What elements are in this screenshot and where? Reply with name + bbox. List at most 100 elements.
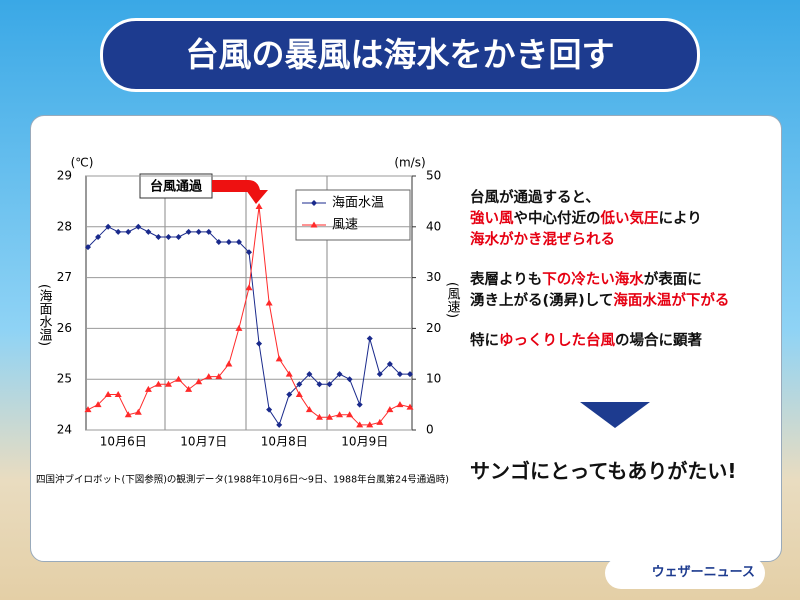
marker [310,221,318,228]
text-segment: 湧き上がる(湧昇)して [470,293,614,309]
text-segment: 表層よりも [470,272,543,288]
marker [305,406,313,413]
marker [225,239,232,246]
source-note: 四国沖ブイロボット(下図参照)の観測データ(1988年10月6日〜9日、1988… [36,474,449,486]
y-axis-title: (海面水温) [37,284,53,346]
marker [326,413,333,420]
y2-unit: (m/s) [394,156,425,170]
marker [255,202,263,209]
x-tick-label: 10月9日 [341,435,388,449]
y-unit: (℃) [71,156,94,170]
paragraph: 特にゆっくりした台風の場合に顕著 [470,331,729,352]
y2-axis-title: (風速) [445,282,461,318]
marker [396,401,404,408]
line: 台風が通過すると、 [470,188,729,209]
text-segment: や中心付近の [513,211,601,227]
x-tick-label: 10月8日 [261,435,308,449]
marker [326,381,333,388]
marker [104,390,112,397]
text-segment: 低い気圧 [600,211,659,227]
line: 強い風や中心付近の低い気圧により [470,209,729,230]
x-tick-label: 10月6日 [100,435,147,449]
marker [311,200,317,206]
text-segment: 特に [470,333,499,349]
legend-label: 風速 [332,218,358,233]
text-segment: 強い風 [470,211,514,227]
marker [145,228,152,235]
legend-label: 海面水温 [332,196,384,211]
line: 海水がかき混ぜられる [470,230,729,251]
conclusion: サンゴにとってもありがたい! [470,459,737,483]
text-segment: 台風が通過すると、 [470,190,600,206]
marker [275,355,283,362]
legend-box [295,189,411,241]
marker [235,324,243,331]
marker [396,371,403,378]
marker [144,385,152,392]
text-segment: 海面水温が下がる [613,293,730,309]
marker [225,360,233,367]
marker [366,421,374,428]
line: 湧き上がる(湧昇)して海面水温が下がる [470,291,729,312]
marker [266,406,273,413]
marker [175,375,183,382]
marker [84,406,92,413]
y-tick-label: 26 [57,321,72,335]
text-segment: の場合に顕著 [615,333,702,349]
marker [114,390,122,397]
marker [295,390,303,397]
marker [245,284,253,291]
annotation-arrow [212,180,268,204]
marker [246,249,252,256]
paragraph: 表層よりも下の冷たい海水が表面に 湧き上がる(湧昇)して海面水温が下がる [470,270,729,312]
marker [306,371,313,378]
marker [346,411,354,418]
marker [336,371,343,378]
marker [195,228,202,235]
marker [205,228,212,235]
x-tick-label: 10月7日 [180,435,227,449]
line: 表層よりも下の冷たい海水が表面に [470,270,729,291]
marker [356,401,363,408]
marker [315,413,323,420]
text-segment: 海水がかき混ぜられる [470,232,615,248]
marker [135,223,142,230]
marker [265,299,273,306]
marker [215,373,223,380]
y-tick-label: 28 [57,219,72,233]
marker [115,228,122,235]
text-segment: により [658,211,702,227]
marker [95,233,102,240]
y2-tick-label: 50 [426,169,441,183]
marker [175,233,182,240]
down-arrow [580,402,650,428]
marker [215,239,222,246]
marker [185,228,192,235]
text-segment: ゆっくりした台風 [499,333,615,349]
marker [155,233,162,240]
paragraph: 台風が通過すると、 強い風や中心付近の低い気圧により 海水がかき混ぜられる [470,188,729,251]
marker [205,373,213,380]
marker [407,371,413,378]
marker [296,381,303,388]
marker [195,378,203,385]
marker [286,391,293,398]
y2-tick-label: 20 [426,321,441,335]
text-segment: が表面に [643,272,702,288]
y2-tick-label: 10 [426,372,441,386]
marker [336,411,344,418]
marker [285,370,293,377]
y-tick-label: 24 [57,423,72,437]
marker [356,421,364,428]
marker [235,239,242,246]
marker [386,406,394,413]
marker [105,223,112,230]
title: 台風の暴風は海水をかき回す [100,18,700,92]
marker [376,371,383,378]
y-tick-label: 25 [57,372,72,386]
marker [85,244,91,251]
brand: ウェザーニュース [605,557,765,589]
y-tick-label: 27 [57,270,72,284]
marker [165,380,172,387]
